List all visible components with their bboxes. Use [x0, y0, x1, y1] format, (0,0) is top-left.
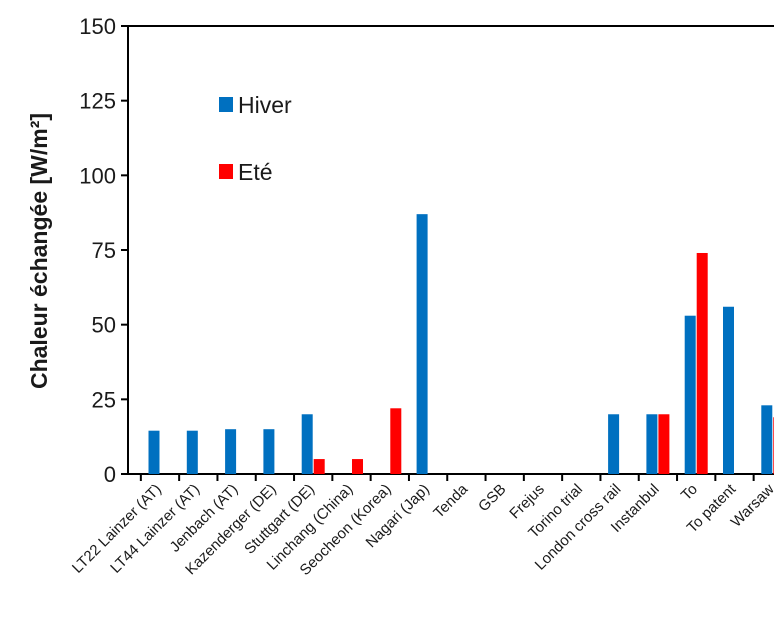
bar-ete [658, 414, 670, 474]
x-tick-label: Tenda [430, 480, 471, 521]
bar-ete [313, 459, 325, 474]
bar-hiver [263, 429, 275, 474]
x-tick-label: GSB [475, 481, 509, 515]
bars [148, 214, 774, 474]
plot-area-frame [127, 25, 774, 475]
bar-hiver [608, 414, 620, 474]
bar-hiver [301, 414, 313, 474]
y-tick-label: 100 [79, 163, 116, 188]
bar-hiver [723, 306, 734, 474]
axes [127, 25, 774, 481]
bar-hiver [186, 430, 198, 474]
bar-ete [390, 408, 402, 474]
y-axis-ticks: 0 25 50 75 100 125 150 [79, 14, 128, 487]
bar-hiver [416, 214, 428, 474]
y-tick-label: 75 [92, 238, 116, 263]
bar-ete [352, 459, 363, 474]
y-tick-label: 150 [79, 14, 116, 39]
legend-label-ete: Eté [238, 159, 273, 185]
bar-hiver [646, 414, 658, 474]
bar-hiver [148, 430, 160, 474]
bar-ete [696, 252, 708, 474]
bar-hiver [225, 429, 237, 474]
legend-swatch-ete [219, 164, 233, 179]
y-tick-label: 125 [79, 89, 116, 114]
y-tick-label: 25 [92, 387, 116, 412]
y-axis-label: Chaleur échangée [W/m²] [26, 113, 52, 389]
legend: Hiver Eté [219, 92, 292, 185]
y-tick-label: 50 [92, 313, 116, 338]
x-axis-labels: LT22 Lainzer (AT)LT44 Lainzer (AT)Jenbac… [69, 480, 774, 579]
legend-label-hiver: Hiver [238, 92, 292, 118]
x-tick-label: To [678, 481, 701, 504]
bar-hiver [684, 315, 696, 474]
y-tick-label: 0 [104, 462, 116, 487]
legend-swatch-hiver [219, 97, 233, 112]
bar-hiver [761, 405, 773, 474]
